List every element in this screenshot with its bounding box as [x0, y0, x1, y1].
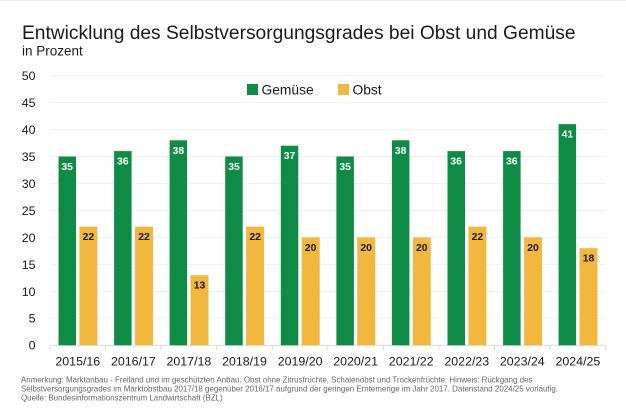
svg-text:36: 36: [506, 157, 518, 168]
svg-text:20: 20: [527, 243, 539, 254]
svg-text:Entwicklung des Selbstversorgu: Entwicklung des Selbstversorgungsgrades …: [22, 23, 576, 44]
svg-text:2018/19: 2018/19: [222, 355, 267, 369]
svg-text:15: 15: [22, 258, 36, 272]
svg-text:36: 36: [450, 157, 462, 168]
svg-text:22: 22: [472, 232, 484, 243]
svg-text:20: 20: [416, 243, 428, 254]
svg-text:22: 22: [249, 232, 261, 243]
svg-text:5: 5: [29, 312, 36, 326]
svg-text:0: 0: [29, 339, 36, 353]
svg-text:22: 22: [138, 232, 150, 243]
svg-text:2015/16: 2015/16: [55, 355, 100, 369]
svg-text:25: 25: [22, 204, 36, 218]
svg-text:35: 35: [22, 150, 36, 164]
svg-text:38: 38: [395, 146, 407, 157]
svg-text:2017/18: 2017/18: [167, 355, 212, 369]
svg-text:37: 37: [284, 151, 296, 162]
svg-text:38: 38: [173, 146, 185, 157]
svg-text:Anmerkung: Marktanbau - Freila: Anmerkung: Marktanbau - Freiland und im …: [21, 375, 532, 384]
svg-text:18: 18: [583, 254, 595, 265]
svg-text:2021/22: 2021/22: [389, 355, 434, 369]
svg-text:50: 50: [22, 69, 36, 83]
svg-text:45: 45: [22, 96, 36, 110]
svg-text:35: 35: [339, 162, 351, 173]
svg-text:2019/20: 2019/20: [278, 355, 323, 369]
svg-text:Selbstversorgungsgrades im Mar: Selbstversorgungsgrades im Marktobstbau …: [21, 384, 558, 393]
svg-text:Obst: Obst: [353, 83, 382, 98]
svg-text:2024/25: 2024/25: [556, 355, 601, 369]
svg-text:13: 13: [194, 281, 206, 292]
svg-text:Gemüse: Gemüse: [262, 83, 314, 98]
svg-text:35: 35: [228, 162, 240, 173]
svg-text:41: 41: [562, 130, 574, 141]
svg-text:20: 20: [22, 231, 36, 245]
svg-text:36: 36: [117, 157, 129, 168]
svg-text:Quelle: Bundesinformationszent: Quelle: Bundesinformationszentrum Landwi…: [21, 394, 223, 403]
svg-text:35: 35: [61, 162, 73, 173]
svg-text:2023/24: 2023/24: [500, 355, 545, 369]
svg-text:20: 20: [305, 243, 317, 254]
svg-text:10: 10: [22, 285, 36, 299]
svg-text:30: 30: [22, 177, 36, 191]
svg-text:2022/23: 2022/23: [444, 355, 489, 369]
svg-text:2020/21: 2020/21: [333, 355, 378, 369]
svg-text:20: 20: [360, 243, 372, 254]
svg-text:2016/17: 2016/17: [111, 355, 156, 369]
svg-text:40: 40: [22, 123, 36, 137]
svg-text:in Prozent: in Prozent: [22, 43, 83, 58]
svg-text:22: 22: [83, 232, 95, 243]
